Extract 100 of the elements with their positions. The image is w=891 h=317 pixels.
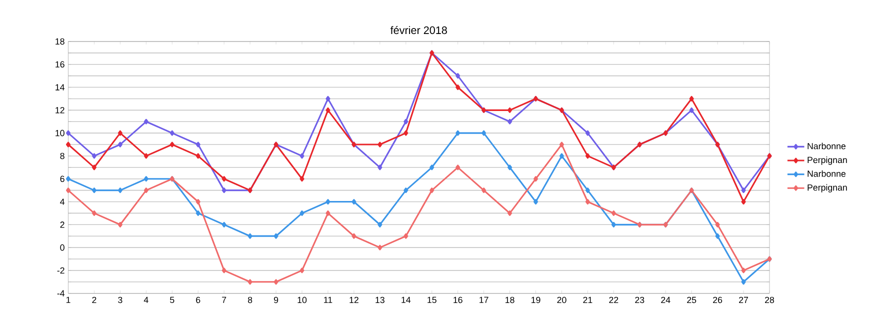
point [352, 233, 356, 239]
legend-label: Narbonne [808, 170, 846, 177]
point [715, 233, 720, 239]
point [404, 188, 408, 194]
point [66, 142, 71, 148]
x-tick-label: 20 [557, 296, 566, 304]
point [585, 198, 590, 204]
point [222, 268, 226, 274]
y-tick-label: 14 [56, 84, 64, 90]
x-tick-label: 21 [583, 296, 592, 303]
point [118, 142, 122, 148]
point [66, 176, 71, 182]
point [508, 164, 512, 170]
point [404, 130, 408, 136]
point [741, 198, 746, 204]
y-tick-label: 10 [56, 130, 64, 136]
point [300, 268, 304, 274]
x-tick-label: 2 [92, 296, 96, 303]
point [300, 176, 304, 182]
y-tick-label: -2 [57, 267, 64, 274]
point [456, 164, 460, 170]
x-tick-label: 9 [274, 296, 278, 304]
point [508, 118, 512, 124]
x-tick-label: 3 [118, 296, 122, 304]
point [118, 130, 122, 136]
point [585, 188, 590, 194]
x-tick-label: 1 [66, 296, 70, 303]
point [326, 96, 330, 102]
point [430, 164, 434, 170]
point [378, 164, 382, 170]
y-tick-label: -4 [57, 290, 64, 296]
x-tick-label: 8 [248, 296, 252, 304]
point [715, 222, 720, 228]
point [144, 118, 148, 124]
point [378, 222, 382, 228]
x-tick-label: 5 [170, 296, 174, 303]
x-tick-label: 15 [428, 296, 436, 303]
point [300, 210, 304, 216]
y-tick-label: 12 [56, 107, 64, 114]
point [611, 210, 616, 216]
point [196, 210, 200, 216]
y-tick-label: 18 [56, 38, 64, 45]
y-tick-label: 6 [60, 176, 64, 182]
legend-label: Perpignan [808, 184, 847, 192]
point [92, 164, 96, 170]
point [144, 153, 148, 159]
point [196, 198, 200, 204]
x-tick-label: 25 [687, 296, 696, 304]
point [456, 84, 460, 90]
point [585, 130, 590, 136]
point [118, 188, 122, 194]
x-tick-label: 10 [298, 296, 307, 304]
y-tick-label: 4 [60, 198, 64, 205]
y-tick-label: 16 [56, 61, 64, 68]
point [352, 198, 356, 204]
point [456, 130, 460, 136]
x-tick-label: 28 [765, 296, 774, 304]
point [326, 107, 330, 113]
point [378, 142, 382, 148]
point [118, 222, 122, 228]
point [248, 233, 252, 239]
point [326, 198, 330, 204]
x-tick-label: 11 [324, 296, 332, 303]
point [144, 188, 148, 194]
point [508, 210, 512, 216]
x-tick-label: 27 [739, 296, 748, 303]
x-tick-label: 6 [196, 296, 200, 304]
point [533, 176, 538, 182]
x-tick-label: 14 [402, 296, 411, 303]
point [508, 107, 512, 113]
x-tick-label: 19 [532, 296, 540, 304]
x-tick-label: 4 [144, 296, 148, 303]
point [170, 142, 174, 148]
point [611, 222, 616, 228]
point [274, 279, 278, 285]
point [222, 188, 226, 194]
point [404, 233, 408, 239]
point [482, 130, 486, 136]
legend-label: Perpignan [808, 156, 847, 165]
point [378, 244, 382, 250]
y-tick-label: 0 [60, 244, 64, 251]
point [404, 118, 408, 124]
point [196, 153, 200, 159]
x-tick-label: 13 [376, 296, 384, 304]
point [741, 188, 746, 194]
point [689, 96, 694, 102]
legend-label: Narbonne [808, 142, 846, 150]
y-tick-label: 8 [60, 152, 64, 160]
point [533, 198, 538, 204]
point [222, 222, 226, 228]
x-tick-label: 16 [454, 296, 462, 304]
point [144, 176, 148, 182]
point [170, 130, 174, 136]
chart-title: février 2018 [390, 26, 447, 34]
point [66, 130, 71, 136]
point [92, 210, 96, 216]
x-tick-label: 17 [480, 296, 488, 303]
point [92, 153, 96, 159]
y-tick-label: 2 [60, 222, 64, 228]
point [248, 279, 252, 285]
